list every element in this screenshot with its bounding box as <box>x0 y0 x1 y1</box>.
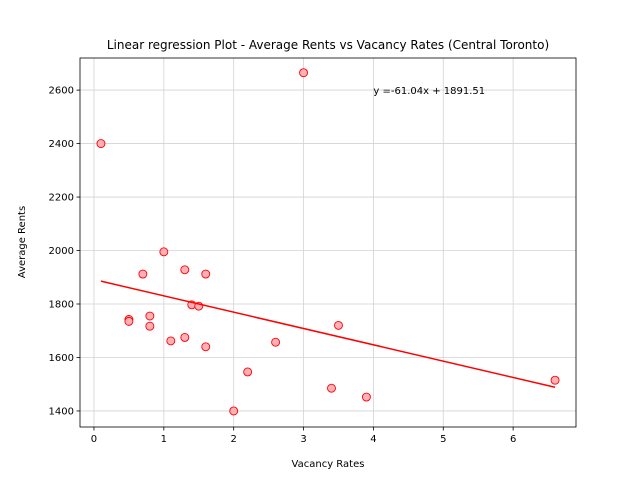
data-point-4 <box>180 265 190 275</box>
data-points <box>96 68 560 416</box>
x-tick-label: 4 <box>370 434 376 445</box>
data-point-8 <box>145 311 155 321</box>
plot-frame <box>79 57 577 428</box>
y-tick-label: 1400 <box>49 406 74 417</box>
data-point-5 <box>201 269 211 279</box>
data-point-3 <box>138 269 148 279</box>
data-point-12 <box>334 320 343 330</box>
data-point-21 <box>550 375 560 385</box>
x-tick-label: 6 <box>510 434 516 445</box>
data-point-15 <box>201 342 211 352</box>
x-tick-label: 5 <box>440 434 446 445</box>
x-tick-label: 1 <box>161 434 167 445</box>
chart-title: Linear regression Plot - Average Rents v… <box>107 38 549 52</box>
data-point-2 <box>159 247 169 257</box>
axis-ticks: 0 1 2 3 4 5 6 1400 1600 1800 2000 2200 2400 2600 <box>49 86 517 445</box>
data-point-17 <box>243 367 253 377</box>
data-point-20 <box>229 406 239 416</box>
data-point-13 <box>166 336 176 346</box>
y-tick-label: 2600 <box>49 86 74 97</box>
x-tick-label: 0 <box>91 434 97 445</box>
data-point-0 <box>96 139 106 149</box>
data-point-16 <box>271 337 281 347</box>
x-tick-label: 2 <box>231 434 237 445</box>
y-tick-label: 1600 <box>49 353 74 364</box>
data-point-11 <box>145 321 155 331</box>
y-tick-label: 2400 <box>49 139 74 150</box>
data-point-1 <box>299 68 308 78</box>
x-tick-label: 3 <box>300 434 306 445</box>
regression-line <box>100 280 556 388</box>
data-point-14 <box>180 332 190 342</box>
data-point-18 <box>327 383 336 393</box>
data-point-19 <box>361 392 371 402</box>
y-tick-label: 2200 <box>49 193 74 204</box>
regression-equation-annotation: y =-61.04x + 1891.51 <box>373 86 485 97</box>
regression-line-group <box>100 280 556 388</box>
data-point-10 <box>124 316 134 326</box>
y-tick-label: 1800 <box>49 300 74 311</box>
y-axis-title: Average Rents <box>17 206 28 278</box>
x-axis-title: Vacancy Rates <box>292 459 365 470</box>
y-tick-label: 2000 <box>49 246 74 257</box>
